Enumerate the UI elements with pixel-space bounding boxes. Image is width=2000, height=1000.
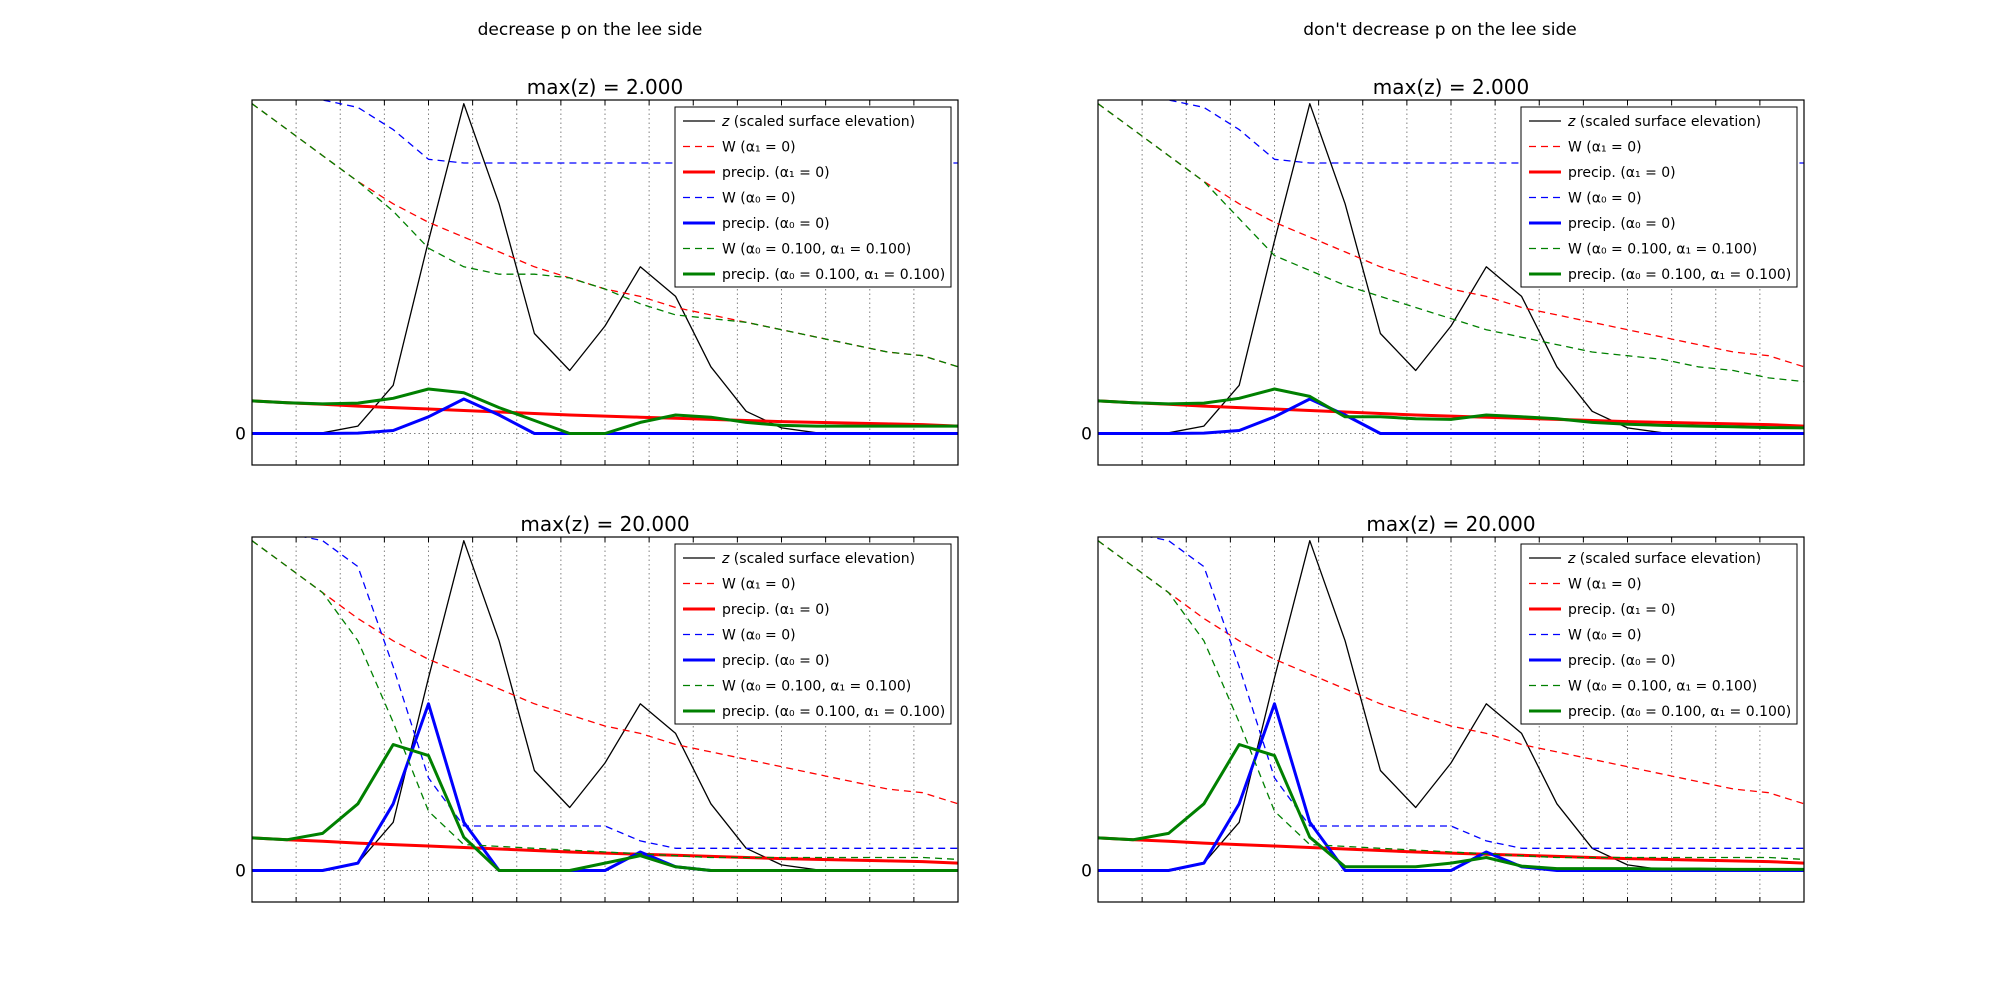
- series-line-3: [1098, 399, 1804, 428]
- column-title-left: decrease p on the lee side: [477, 20, 703, 40]
- legend-label: z (scaled surface elevation): [1567, 114, 1761, 130]
- legend: z (scaled surface elevation) W (α₁ = 0) pr…: [674, 106, 952, 288]
- panel-title: max(z) = 2.000: [1373, 75, 1529, 99]
- legend-label: precip. (α₁ = 0): [722, 165, 830, 181]
- panel-3: 0 max(z) = 20.000 z (scaled surface elevat…: [235, 512, 959, 903]
- panel-1: 0 max(z) = 2.000 z (scaled surface elevati…: [235, 75, 959, 466]
- series-line-4: [1147, 537, 1804, 849]
- legend-box: [674, 106, 952, 288]
- series-line-2: [1098, 103, 1804, 368]
- legend-label: W (α₀ = 0.100, α₁ = 0.100): [722, 242, 911, 258]
- legend-label: precip. (α₀ = 0): [722, 216, 830, 232]
- legend-label: precip. (α₀ = 0.100, α₁ = 0.100): [722, 267, 945, 283]
- series-line-4: [301, 537, 958, 849]
- y-tick-label: 0: [1081, 425, 1092, 445]
- legend-label: z (scaled surface elevation): [721, 114, 915, 130]
- series-line-3: [252, 836, 958, 865]
- series-line-7: [252, 743, 958, 872]
- panel-title: max(z) = 2.000: [527, 75, 683, 99]
- legend-label: precip. (α₀ = 0): [1568, 653, 1676, 669]
- y-tick-label: 0: [235, 862, 246, 882]
- legend: z (scaled surface elevation) W (α₁ = 0) pr…: [1520, 106, 1798, 288]
- series-line-7: [1098, 743, 1804, 871]
- panel-4: 0 max(z) = 20.000 z (scaled surface elevat…: [1081, 512, 1805, 903]
- panel-title: max(z) = 20.000: [520, 512, 689, 536]
- legend-label: precip. (α₀ = 0.100, α₁ = 0.100): [1568, 267, 1791, 283]
- series-line-5: [1098, 397, 1804, 435]
- axes-frame: [1097, 99, 1805, 466]
- series-line-7: [252, 387, 958, 435]
- legend-box: [674, 543, 952, 725]
- legend-label: W (α₀ = 0): [1568, 628, 1642, 644]
- legend-box: [1520, 543, 1798, 725]
- legend-label: precip. (α₀ = 0.100, α₁ = 0.100): [722, 704, 945, 720]
- series-line-6: [252, 103, 958, 368]
- series-line-3: [1098, 836, 1804, 865]
- y-tick-label: 0: [235, 425, 246, 445]
- legend-label: W (α₁ = 0): [1568, 577, 1642, 593]
- axes-frame: [251, 99, 959, 466]
- series-line-5: [252, 702, 958, 872]
- axes-frame: [251, 536, 959, 903]
- legend-label: W (α₁ = 0): [722, 140, 796, 156]
- legend-label: precip. (α₁ = 0): [1568, 602, 1676, 618]
- legend-box: [1520, 106, 1798, 288]
- series-line-6: [252, 540, 958, 861]
- legend-label: precip. (α₀ = 0): [1568, 216, 1676, 232]
- legend: z (scaled surface elevation) W (α₁ = 0) pr…: [1520, 543, 1798, 725]
- legend-label: W (α₀ = 0): [722, 628, 796, 644]
- panel-2: 0 max(z) = 2.000 z (scaled surface elevati…: [1081, 75, 1805, 466]
- legend-label: W (α₀ = 0.100, α₁ = 0.100): [1568, 679, 1757, 695]
- legend-label: W (α₀ = 0.100, α₁ = 0.100): [1568, 242, 1757, 258]
- legend-label: precip. (α₀ = 0): [722, 653, 830, 669]
- series-line-7: [1098, 387, 1804, 430]
- series-line-6: [1098, 540, 1804, 861]
- y-tick-label: 0: [1081, 862, 1092, 882]
- series-line-3: [252, 399, 958, 428]
- series-line-2: [252, 540, 958, 805]
- legend-label: W (α₁ = 0): [1568, 140, 1642, 156]
- legend-label: precip. (α₁ = 0): [1568, 165, 1676, 181]
- legend-label: z (scaled surface elevation): [721, 551, 915, 567]
- series-line-2: [1098, 540, 1804, 805]
- column-title-right: don't decrease p on the lee side: [1303, 20, 1577, 40]
- panel-title: max(z) = 20.000: [1366, 512, 1535, 536]
- legend-label: W (α₀ = 0): [1568, 191, 1642, 207]
- legend-label: W (α₁ = 0): [722, 577, 796, 593]
- legend-label: precip. (α₁ = 0): [722, 602, 830, 618]
- series-line-6: [1098, 103, 1804, 383]
- legend-label: W (α₀ = 0.100, α₁ = 0.100): [722, 679, 911, 695]
- legend-label: precip. (α₀ = 0.100, α₁ = 0.100): [1568, 704, 1791, 720]
- legend: z (scaled surface elevation) W (α₁ = 0) pr…: [674, 543, 952, 725]
- legend-label: z (scaled surface elevation): [1567, 551, 1761, 567]
- axes-frame: [1097, 536, 1805, 903]
- legend-label: W (α₀ = 0): [722, 191, 796, 207]
- series-line-5: [1098, 702, 1804, 872]
